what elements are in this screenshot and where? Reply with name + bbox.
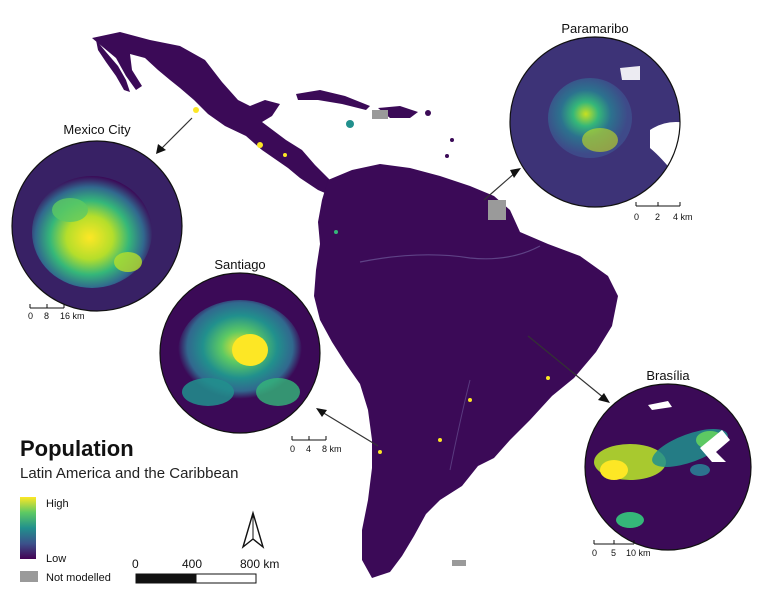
arrowhead-icon	[316, 408, 327, 417]
land-jamaica	[346, 120, 354, 128]
scale-label: 0	[28, 311, 33, 321]
urban-cluster	[546, 376, 550, 380]
legend: Population Latin America and the Caribbe…	[20, 436, 238, 584]
scale-bar-santiago	[291, 436, 327, 441]
arrow-brasilia	[527, 335, 605, 399]
scale-bar-paramaribo	[635, 202, 681, 207]
scale-label: 0	[592, 548, 597, 558]
urban-cluster	[193, 107, 199, 113]
river-parana	[449, 379, 471, 471]
scale-bar-mexico-city	[29, 304, 65, 309]
leader-arrows	[156, 117, 610, 447]
land-cuba	[296, 90, 370, 110]
scale-label: 0	[634, 212, 639, 222]
scale-label: 4 km	[673, 212, 693, 222]
arrowhead-icon	[156, 144, 166, 154]
land-mexico-central-america	[92, 32, 338, 196]
legend-not-modelled-label: Not modelled	[46, 572, 111, 584]
land-island	[450, 138, 454, 142]
not-modelled-falklands	[452, 560, 466, 566]
inset-brasilia: Brasília 0 5 10 km	[584, 368, 752, 558]
legend-low-label: Low	[46, 553, 66, 565]
legend-title: Population	[20, 436, 134, 461]
scale-label: 8 km	[322, 444, 342, 454]
inset-title-santiago: Santiago	[214, 257, 265, 272]
legend-color-ramp	[20, 497, 36, 559]
arrow-santiago	[321, 411, 379, 447]
arrow-mexico-city	[159, 117, 193, 151]
not-modelled-french-guiana	[488, 200, 506, 220]
land-south-america	[314, 164, 618, 578]
scale-label: 0	[290, 444, 295, 454]
inset-title-mexico-city: Mexico City	[63, 122, 131, 137]
main-map	[92, 32, 618, 578]
land-baja-california	[96, 40, 130, 92]
urban-cluster	[283, 153, 287, 157]
land-island	[445, 154, 449, 158]
main-scale-label: 0	[132, 557, 139, 571]
urban-cluster	[334, 230, 338, 234]
inset-santiago: Santiago 0 4 8 km	[159, 257, 342, 454]
north-arrow-icon	[241, 510, 265, 549]
not-modelled-haiti	[372, 110, 388, 119]
main-scale-bar: 0 400 800 km	[132, 557, 279, 584]
urban-cluster	[257, 142, 263, 148]
inset-mexico-city: Mexico City 0 8 16 km	[11, 122, 183, 321]
inset-title-paramaribo: Paramaribo	[561, 21, 628, 36]
urban-cluster	[378, 450, 382, 454]
urban-cluster	[438, 438, 442, 442]
inset-paramaribo: Paramaribo 0 2 4 km	[509, 21, 693, 222]
main-scale-label: 400	[182, 557, 202, 571]
legend-subtitle: Latin America and the Caribbean	[20, 465, 238, 482]
arrow-paramaribo	[483, 171, 517, 201]
urban-cluster	[468, 398, 472, 402]
land-puerto-rico	[425, 110, 431, 116]
legend-high-label: High	[46, 498, 69, 510]
arrowhead-icon	[510, 168, 521, 178]
main-scale-label: 800 km	[240, 557, 279, 571]
scale-label: 10 km	[626, 548, 651, 558]
inset-title-brasilia: Brasília	[646, 368, 690, 383]
scale-bar-brasilia	[593, 540, 635, 545]
scale-label: 8	[44, 311, 49, 321]
river-amazon	[359, 245, 541, 263]
scale-label: 4	[306, 444, 311, 454]
scale-label: 5	[611, 548, 616, 558]
scale-label: 2	[655, 212, 660, 222]
legend-not-modelled-swatch	[20, 571, 38, 582]
arrowhead-icon	[598, 393, 610, 403]
scale-label: 16 km	[60, 311, 85, 321]
